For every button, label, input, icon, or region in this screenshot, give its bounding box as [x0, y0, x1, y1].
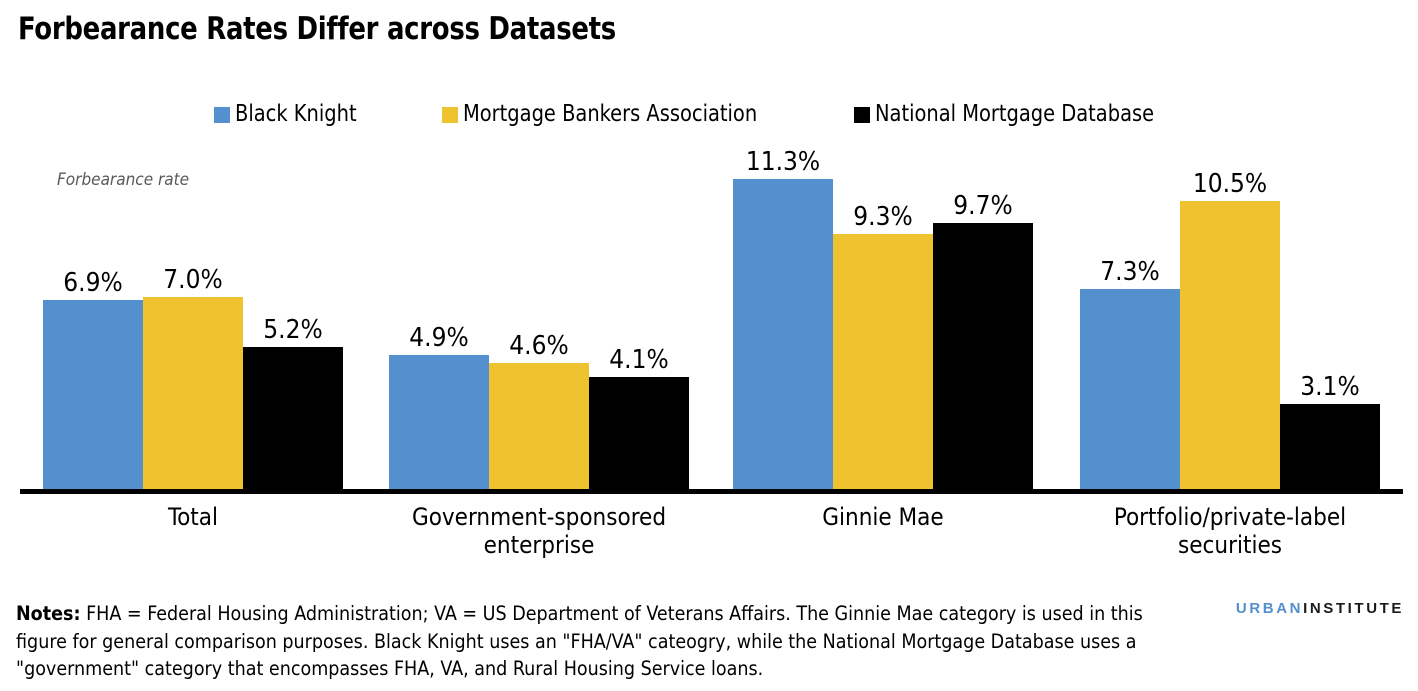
bar[interactable]: 4.6% [489, 331, 589, 489]
category-label-line: enterprise [483, 531, 595, 560]
bar[interactable]: 9.3% [833, 202, 933, 489]
category-label-line: Portfolio/private-label [1113, 503, 1347, 531]
notes-label: Notes: [16, 602, 81, 625]
category-label: Ginnie Mae [733, 503, 1033, 531]
legend-swatch-icon [442, 106, 459, 123]
bar-value-label: 9.7% [953, 191, 1013, 222]
category-label: Portfolio/private-label securities [1080, 503, 1380, 560]
bar-group: 4.9% 4.6% 4.1% [389, 149, 689, 489]
logo-primary-text: URBAN [1235, 600, 1304, 617]
bar[interactable]: 11.3% [733, 147, 833, 489]
legend-item-label: National Mortgage Database [875, 101, 1155, 127]
bar[interactable]: 5.2% [243, 315, 343, 489]
category-label: Total [43, 503, 343, 531]
bar[interactable]: 4.9% [389, 323, 489, 489]
bar-value-label: 3.1% [1300, 372, 1360, 403]
chart-notes: Notes: FHA = Federal Housing Administrat… [16, 600, 1176, 683]
page-title: Forbearance Rates Differ across Datasets [18, 11, 616, 47]
x-axis-line [20, 489, 1403, 494]
bar[interactable]: 4.1% [589, 345, 689, 489]
category-label-line: securities [1178, 531, 1282, 560]
legend-swatch-icon [854, 106, 871, 123]
legend-item-label: Mortgage Bankers Association [463, 101, 758, 127]
bar-value-label: 7.3% [1100, 256, 1160, 287]
bar[interactable]: 6.9% [43, 268, 143, 489]
urban-institute-logo: URBANINSTITUTE [1236, 600, 1404, 617]
bar[interactable]: 7.3% [1080, 257, 1180, 489]
bar-value-label: 10.5% [1192, 169, 1268, 200]
legend-item-national-mortgage-database[interactable]: National Mortgage Database [854, 103, 1172, 126]
category-label-line: Government-sponsored [411, 503, 667, 531]
bar-value-label: 4.1% [609, 344, 669, 375]
notes-text: FHA = Federal Housing Administration; VA… [16, 602, 1143, 681]
chart-legend: Black Knight Mortgage Bankers Associatio… [214, 103, 1172, 126]
bar-value-label: 9.3% [853, 202, 913, 233]
legend-item-mortgage-bankers-association[interactable]: Mortgage Bankers Association [442, 103, 776, 126]
bar-group: 6.9% 7.0% 5.2% [43, 149, 343, 489]
category-label-line: Ginnie Mae [822, 503, 944, 531]
bar-value-label: 4.9% [409, 322, 469, 353]
bar[interactable]: 7.0% [143, 265, 243, 489]
bar-value-label: 7.0% [163, 265, 223, 296]
category-label: Government-sponsored enterprise [389, 503, 689, 560]
category-label-line: Total [167, 503, 218, 531]
logo-secondary-text: INSTITUTE [1303, 600, 1404, 617]
bar-group: 11.3% 9.3% 9.7% [733, 147, 1033, 489]
legend-item-label: Black Knight [235, 101, 357, 127]
legend-swatch-icon [214, 106, 230, 123]
bar-chart-plot-area: 6.9% 7.0% 5.2% 4.9% 4.6% 4.1% 11.3% 9.3% 9.7% 7.3… [20, 147, 1403, 559]
bar[interactable]: 10.5% [1180, 169, 1280, 489]
bar-value-label: 6.9% [63, 267, 123, 298]
bar-value-label: 5.2% [263, 314, 323, 345]
legend-item-black-knight[interactable]: Black Knight [214, 103, 364, 126]
y-axis-label: Forbearance rate [57, 170, 190, 190]
bar[interactable]: 9.7% [933, 191, 1033, 489]
bar-group: 7.3% 10.5% 3.1% [1080, 149, 1380, 489]
bar-value-label: 4.6% [509, 330, 569, 361]
bar-value-label: 11.3% [745, 147, 821, 178]
bar[interactable]: 3.1% [1280, 372, 1380, 489]
